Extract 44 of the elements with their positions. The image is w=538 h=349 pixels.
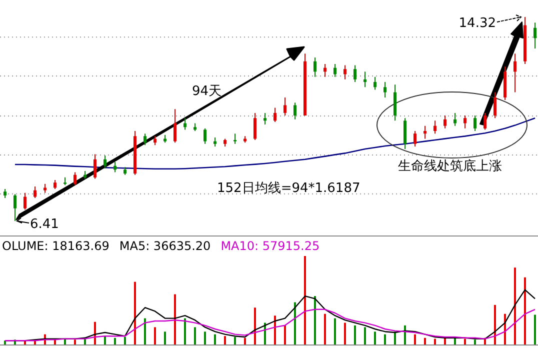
bar [194, 327, 196, 345]
bar [394, 332, 396, 345]
bar [294, 302, 296, 345]
bar [524, 277, 526, 345]
annotation: 6.41 [30, 217, 59, 232]
bar [134, 282, 136, 345]
text: MA5: 36635.20 [119, 239, 211, 253]
bar [274, 316, 276, 345]
bar [384, 334, 386, 345]
bar [114, 338, 116, 345]
bar [164, 332, 166, 345]
bar [244, 338, 246, 345]
annotation: 94天 [192, 84, 222, 99]
bar [234, 336, 236, 345]
bar [144, 318, 146, 345]
bar [74, 340, 76, 345]
annotation: 14.32 [458, 16, 496, 31]
bar [354, 325, 356, 345]
bar [334, 318, 336, 345]
bar [514, 268, 516, 345]
bar [224, 336, 226, 345]
bar [324, 314, 326, 345]
bar [284, 325, 286, 345]
annotation: 152日均线=94*1.6187 [217, 181, 360, 196]
bar [154, 327, 156, 345]
text: MA10: 57915.25 [220, 239, 320, 253]
bar [494, 304, 496, 345]
bar [344, 322, 346, 345]
bar [304, 256, 306, 345]
bar [174, 294, 176, 345]
bar [474, 340, 476, 345]
bar [204, 332, 206, 345]
bar [314, 296, 316, 345]
bar [374, 332, 376, 345]
annotation: 生命线处筑底上涨 [398, 159, 502, 174]
text: OLUME: 18163.69 [2, 239, 110, 253]
bar [254, 308, 256, 345]
bar [124, 336, 126, 345]
bar [414, 334, 416, 345]
bar [534, 314, 536, 345]
bar [184, 318, 186, 345]
bar [424, 338, 426, 345]
bar [214, 334, 216, 345]
bar [364, 327, 366, 345]
